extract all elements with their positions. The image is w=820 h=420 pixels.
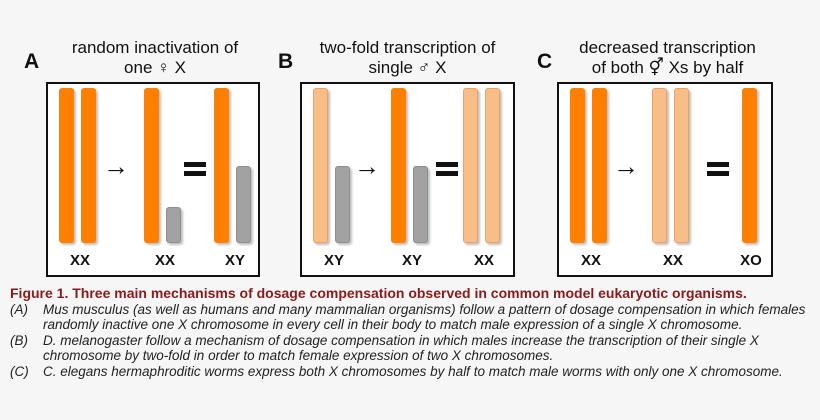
x-chromosome-active [742, 88, 757, 243]
panel-a-letter: A [24, 50, 40, 73]
panel-a-title-line1: random inactivation of [71, 38, 239, 57]
x-chromosome-halved [674, 88, 689, 243]
panel-c-title-line1: decreased transcription [579, 38, 756, 57]
panel-b-title-line1: two-fold transcription of [319, 38, 496, 57]
x-chromosome-active [144, 88, 159, 243]
caption-item-label: (A) [10, 301, 28, 317]
caption-item-label: (B) [10, 332, 28, 348]
arrow-icon: → [613, 151, 639, 181]
caption-item-c: (C) C. elegans hermaphroditic worms expr… [10, 364, 815, 380]
genotype-label: XY [323, 252, 344, 269]
x-chromosome [463, 88, 478, 243]
genotype-label: XO [740, 252, 762, 269]
caption-title: Figure 1. Three main mechanisms of dosag… [10, 285, 747, 301]
x-chromosome-inactivated [166, 207, 181, 243]
caption-item-text: Mus musculus (as well as humans and many… [43, 301, 806, 333]
x-chromosome-upregulated [391, 88, 406, 243]
x-chromosome-active [570, 88, 585, 243]
x-chromosome-active [59, 88, 74, 243]
caption-item-label: (C) [10, 363, 29, 379]
arrow-icon: → [103, 151, 129, 181]
caption-item-a: (A) Mus musculus (as well as humans and … [10, 302, 815, 333]
genotype-label: XX [580, 252, 601, 269]
caption-item-text: D. melanogaster follow a mechanism of do… [43, 332, 759, 364]
genotype-label: XX [69, 252, 90, 269]
y-chromosome [335, 166, 350, 243]
x-chromosome-halved [652, 88, 667, 243]
x-chromosome-single [313, 88, 328, 243]
genotype-label: XY [401, 252, 422, 269]
caption-item-b: (B) D. melanogaster follow a mechanism o… [10, 333, 815, 364]
equals-icon [184, 162, 206, 180]
arrow-icon: → [354, 151, 380, 181]
figure-caption: Figure 1. Three main mechanisms of dosag… [10, 285, 815, 380]
panel-b-box: → XY XY XX [300, 82, 515, 277]
y-chromosome [236, 166, 251, 243]
panel-a-box: → XX XX XY [46, 82, 260, 277]
x-chromosome [485, 88, 500, 243]
genotype-label: XY [224, 252, 245, 269]
genotype-label: XX [662, 252, 683, 269]
panel-c-box: → XX XX XO [557, 82, 773, 277]
panel-c-title-line2: of both ⚥ Xs by half [591, 58, 744, 77]
equals-icon [707, 162, 729, 180]
x-chromosome-active [592, 88, 607, 243]
equals-icon [436, 162, 458, 180]
panel-a-title-line2: one ♀ X [124, 58, 186, 77]
y-chromosome [413, 166, 428, 243]
panel-c-title: decreased transcription of both ⚥ Xs by … [560, 38, 775, 78]
panel-c-letter: C [537, 50, 553, 73]
x-chromosome-active [214, 88, 229, 243]
panel-b-title-line2: single ♂ X [368, 58, 447, 77]
x-chromosome-active [81, 88, 96, 243]
panel-a-title: random inactivation of one ♀ X [55, 38, 255, 78]
genotype-label: XX [154, 252, 175, 269]
genotype-label: XX [473, 252, 494, 269]
caption-item-text: C. elegans hermaphroditic worms express … [43, 363, 783, 379]
panel-b-letter: B [278, 50, 294, 73]
panel-b-title: two-fold transcription of single ♂ X [300, 38, 515, 78]
